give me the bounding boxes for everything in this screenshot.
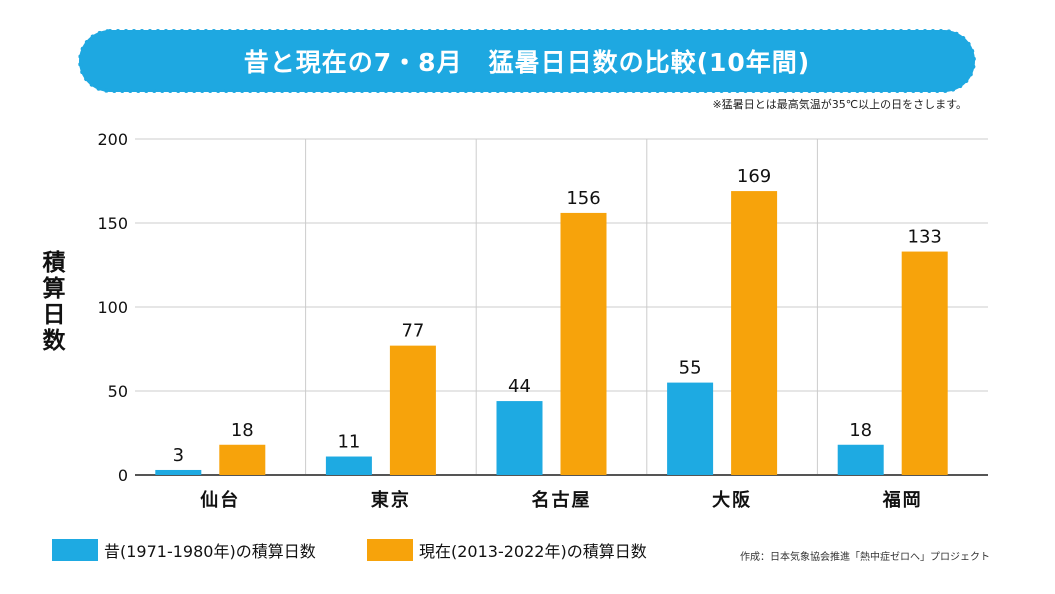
data-label: 44 [508, 376, 531, 397]
data-label: 18 [849, 420, 872, 441]
bar-past [325, 456, 372, 475]
y-tick-label: 0 [118, 466, 128, 485]
data-label: 169 [737, 166, 771, 187]
bar-past [667, 382, 714, 475]
legend-past-swatch [52, 539, 98, 561]
legend-present: 現在(2013-2022年)の積算日数 [367, 538, 647, 562]
y-tick-label: 100 [97, 298, 128, 317]
bar-present [731, 191, 778, 475]
data-label: 77 [401, 321, 424, 342]
bar-present [560, 212, 607, 476]
data-label: 133 [908, 227, 942, 248]
chart-note: ※猛暑日とは最高気温が35℃以上の日をさします。 [712, 98, 967, 111]
y-tick-label: 200 [97, 130, 128, 149]
legend-present-label: 現在(2013-2022年)の積算日数 [419, 542, 647, 561]
data-label: 11 [337, 432, 360, 453]
bar-past [496, 401, 543, 475]
x-tick-label: 仙台 [200, 489, 240, 511]
chart-title: 昔と現在の7・8月 猛暑日日数の比較(10年間) [243, 48, 811, 77]
x-tick-label: 大阪 [712, 489, 752, 511]
data-label: 55 [679, 358, 702, 379]
legend-past: 昔(1971-1980年)の積算日数 [52, 538, 316, 562]
bar-present [389, 345, 436, 475]
title-banner: 昔と現在の7・8月 猛暑日日数の比較(10年間) [78, 29, 976, 93]
bar-past [155, 469, 202, 475]
legend-present-swatch [367, 539, 413, 561]
bar-past [837, 444, 884, 475]
bar-present [219, 444, 266, 475]
x-tick-label: 福岡 [882, 489, 923, 511]
bar-present [901, 251, 948, 475]
source-credit: 作成：日本気象協会推進「熱中症ゼロへ」プロジェクト [740, 552, 990, 563]
legend-past-label: 昔(1971-1980年)の積算日数 [104, 542, 316, 561]
data-label: 156 [566, 188, 600, 209]
y-axis-label: 積算日数 [38, 250, 64, 354]
data-label: 3 [173, 445, 184, 466]
x-tick-label: 名古屋 [532, 489, 592, 511]
y-tick-label: 150 [97, 214, 128, 233]
y-tick-label: 50 [108, 382, 128, 401]
data-label: 18 [231, 420, 254, 441]
x-tick-label: 東京 [371, 489, 411, 511]
